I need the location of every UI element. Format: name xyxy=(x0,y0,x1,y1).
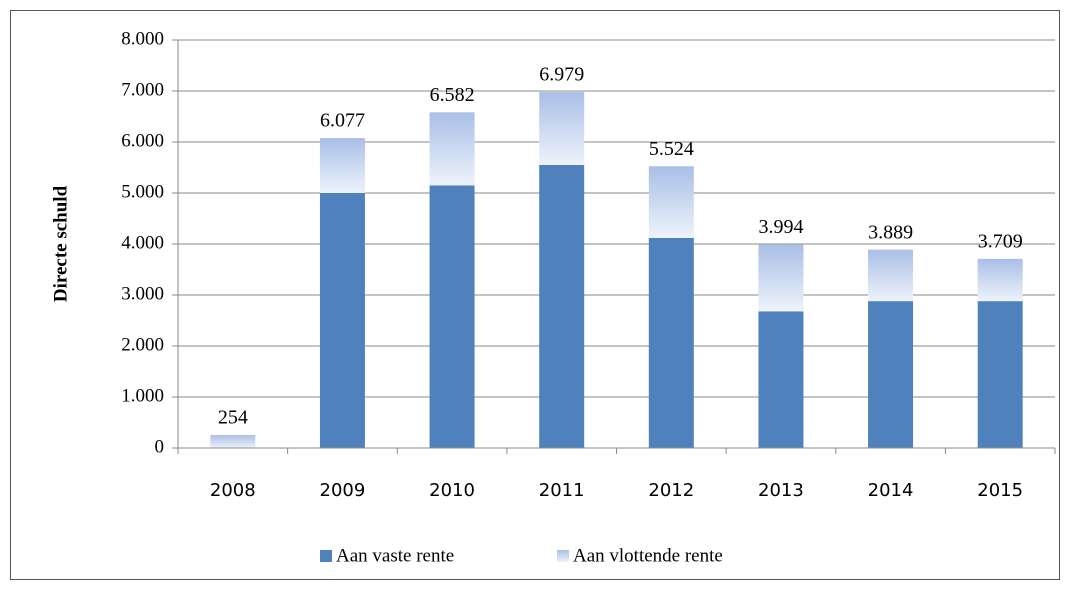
y-tick-label: 2.000 xyxy=(121,334,164,355)
x-tick-label: 2014 xyxy=(868,480,914,501)
y-tick-label: 0 xyxy=(155,436,165,457)
bar-segment xyxy=(648,237,694,448)
bar-segment xyxy=(210,435,256,448)
bar-segment xyxy=(429,185,475,448)
y-tick-label: 5.000 xyxy=(121,181,164,202)
x-tick-label: 2008 xyxy=(210,480,256,501)
y-tick-label: 3.000 xyxy=(121,283,164,304)
legend-label: Aan vaste rente xyxy=(336,545,454,566)
y-tick-label: 8.000 xyxy=(121,28,164,49)
y-tick-label: 7.000 xyxy=(121,79,164,100)
bar-segment xyxy=(319,138,365,193)
x-tick-label: 2009 xyxy=(320,480,366,501)
legend-swatch xyxy=(557,550,569,562)
bar-segment xyxy=(868,249,914,302)
bar-segment xyxy=(429,112,475,186)
x-tick-label: 2011 xyxy=(539,480,585,501)
bar-segment xyxy=(539,164,585,448)
total-label: 3.709 xyxy=(978,230,1023,252)
bar-segment xyxy=(648,166,694,238)
x-tick-label: 2013 xyxy=(758,480,804,501)
y-tick-label: 1.000 xyxy=(121,385,164,406)
total-label: 6.979 xyxy=(539,64,584,86)
x-tick-label: 2010 xyxy=(429,480,475,501)
bar-segment xyxy=(758,311,804,448)
bar-segment xyxy=(868,301,914,448)
bar-segment xyxy=(977,258,1023,302)
total-label: 3.994 xyxy=(758,216,803,238)
total-label: 3.889 xyxy=(868,221,913,243)
total-label: 5.524 xyxy=(649,138,694,160)
total-label: 6.077 xyxy=(320,110,365,132)
bar-segment xyxy=(977,301,1023,448)
y-axis-label: Directe schuld xyxy=(50,185,71,302)
y-tick-label: 6.000 xyxy=(121,130,164,151)
y-tick-label: 4.000 xyxy=(121,232,164,253)
bar-segment xyxy=(319,193,365,448)
legend-label: Aan vlottende rente xyxy=(573,545,723,566)
legend-swatch xyxy=(320,550,332,562)
x-tick-label: 2015 xyxy=(977,480,1023,501)
x-tick-label: 2012 xyxy=(648,480,694,501)
bar-segment xyxy=(758,244,804,312)
bar-segment xyxy=(539,92,585,165)
total-label: 254 xyxy=(218,407,248,429)
total-label: 6.582 xyxy=(430,84,475,106)
